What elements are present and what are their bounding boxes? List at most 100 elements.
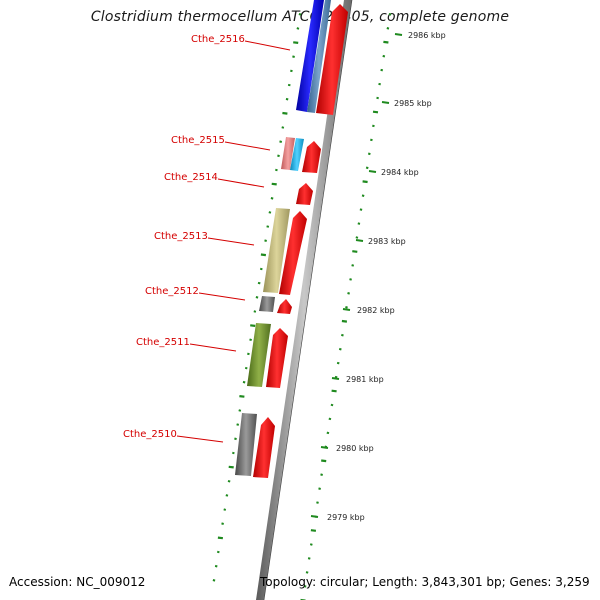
kbp-label-2979: 2979 kbp: [327, 513, 365, 522]
gc-left-dot: [268, 211, 272, 214]
kbp-tick-2986: [394, 33, 403, 36]
kbp-tick-2982: [342, 308, 351, 311]
gc-left-dot: [293, 41, 299, 44]
gc-left-dot: [225, 494, 229, 497]
gc-left-dot: [236, 423, 240, 426]
gc-left-dot: [216, 550, 220, 554]
gene-label-2513[interactable]: Cthe_2513: [154, 231, 208, 242]
gc-left-dot: [281, 126, 285, 129]
gc-left-dot: [217, 536, 224, 540]
gene-2513-red-arrow[interactable]: [279, 211, 307, 295]
gc-right-dot: [336, 361, 340, 365]
topology-label: Topology: circular; Length: 3,843,301 bp…: [260, 575, 590, 589]
gc-right-dot: [372, 110, 379, 114]
gene-2510-red-arrow[interactable]: [253, 417, 275, 478]
page-title: Clostridium thermocellum ATCC 27405, com…: [90, 9, 510, 25]
gene-2510-gray-feature: [235, 413, 257, 476]
gc-left-dot: [250, 324, 256, 327]
gc-right-dot: [310, 529, 317, 532]
gene-2516-red-arrow[interactable]: [316, 4, 348, 115]
gc-right-dot: [305, 571, 309, 574]
gc-left-dot: [298, 13, 302, 16]
leader-line-2515: [224, 141, 271, 151]
gc-left-dot: [223, 508, 227, 511]
kbp-tick-2980: [320, 446, 329, 449]
gc-dotted-ring-left: [212, 13, 302, 582]
gene-cthe-2516[interactable]: [296, 0, 348, 115]
gc-left-dot: [275, 168, 278, 172]
gene-cthe-2514[interactable]: [296, 183, 313, 205]
gc-left-dot: [212, 579, 216, 582]
gc-right-dot: [320, 473, 323, 476]
gene-2511-red-arrow[interactable]: [266, 328, 288, 388]
gc-left-dot: [249, 338, 253, 342]
gc-left-dot: [227, 479, 231, 483]
gene-label-2510[interactable]: Cthe_2510: [123, 429, 177, 440]
gc-left-dot: [232, 451, 235, 455]
gene-label-2514[interactable]: Cthe_2514: [164, 172, 218, 183]
gene-2512-gray-feature: [259, 296, 275, 312]
gene-label-2511[interactable]: Cthe_2511: [136, 337, 190, 348]
gc-left-dot: [277, 154, 280, 158]
gc-left-dot: [247, 352, 250, 356]
gc-left-dot: [221, 522, 224, 525]
gene-2516-blue-feature: [296, 0, 324, 112]
leader-line-2510: [176, 435, 224, 443]
leader-line-2512: [198, 292, 246, 301]
kbp-label-2986: 2986 kbp: [408, 31, 446, 40]
gene-2512-red-arrow[interactable]: [277, 299, 292, 314]
gc-right-dot: [372, 124, 375, 128]
gene-label-2516[interactable]: Cthe_2516: [191, 34, 245, 45]
gc-right-dot: [382, 54, 386, 58]
gc-right-dot: [318, 487, 321, 490]
gc-right-dot: [365, 166, 369, 170]
kbp-label-2982: 2982 kbp: [357, 306, 395, 315]
gc-right-dot: [345, 306, 348, 309]
kbp-tick-2983: [355, 239, 364, 242]
gene-label-2515[interactable]: Cthe_2515: [171, 135, 225, 146]
gc-right-dot: [367, 152, 371, 156]
gc-left-dot: [214, 564, 218, 568]
gene-2515-red-arrow[interactable]: [302, 141, 321, 173]
gene-2515-salmon-feature: [281, 137, 295, 170]
gene-labels: Cthe_2516 Cthe_2515 Cthe_2514 Cthe_2513 …: [123, 34, 291, 443]
gc-right-dot: [359, 208, 363, 211]
gene-cthe-2512[interactable]: [259, 296, 292, 314]
leader-line-2516: [244, 40, 291, 51]
gene-cthe-2513[interactable]: [263, 208, 307, 295]
gc-left-dot: [270, 197, 274, 200]
gc-right-dot: [331, 389, 337, 393]
gene-2515-cyan-feature: [290, 138, 304, 171]
gc-left-dot: [271, 182, 277, 186]
gc-right-dot: [376, 96, 379, 100]
gc-left-dot: [238, 409, 242, 412]
gc-left-dot: [259, 267, 263, 271]
kbp-label-2983: 2983 kbp: [368, 237, 406, 246]
gc-right-dot: [352, 250, 358, 253]
kbp-tick-2979: [310, 515, 319, 518]
gc-right-dot: [370, 138, 373, 142]
gc-left-dot: [228, 465, 234, 469]
kbp-tick-2981: [331, 377, 340, 380]
gene-cthe-2511[interactable]: [247, 323, 288, 388]
gene-2514-red-arrow[interactable]: [296, 183, 313, 205]
gc-right-dot: [380, 68, 384, 72]
genome-backbone-edge: [263, 0, 353, 600]
gc-right-dot: [351, 264, 355, 267]
kbp-label-2981: 2981 kbp: [346, 375, 384, 384]
gc-right-dot: [349, 278, 352, 281]
gc-left-dot: [242, 380, 246, 384]
gene-cthe-2515[interactable]: [281, 137, 321, 173]
gene-2516-steel-feature: [307, 0, 331, 113]
gc-right-dot: [341, 333, 344, 337]
gc-right-dot: [341, 319, 348, 323]
gc-right-dot: [383, 40, 389, 44]
gene-label-2512[interactable]: Cthe_2512: [145, 286, 199, 297]
accession-label: Accession: NC_009012: [9, 575, 146, 589]
kbp-tick-2985: [381, 101, 390, 104]
gene-cthe-2510[interactable]: [235, 413, 275, 478]
leader-line-2513: [207, 237, 255, 246]
gc-left-dot: [257, 281, 261, 285]
gc-left-dot: [279, 140, 283, 143]
